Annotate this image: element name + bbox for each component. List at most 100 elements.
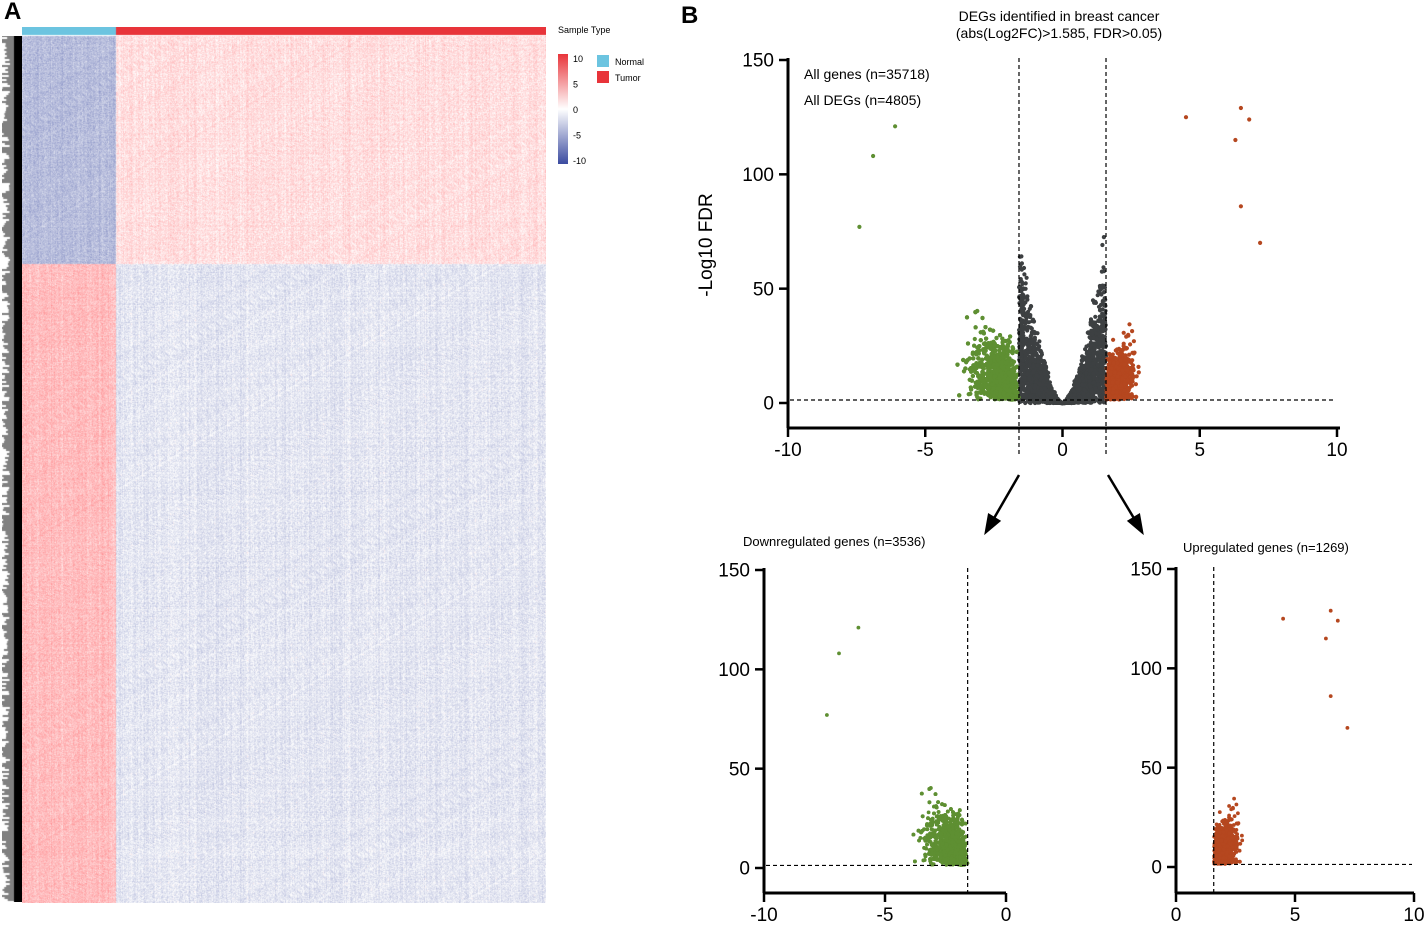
ns-point (1093, 326, 1098, 331)
ns-point (1023, 365, 1029, 370)
ns-point (1100, 242, 1105, 248)
ns-point (1100, 283, 1105, 288)
down-point (974, 390, 979, 395)
ns-point (1037, 339, 1042, 344)
ns-point (1099, 389, 1104, 394)
down-point (996, 357, 1001, 362)
ns-point (1023, 352, 1028, 357)
ns-point (1020, 300, 1025, 305)
down-point (992, 365, 998, 370)
ns-point (1044, 374, 1049, 379)
ns-point (1035, 363, 1040, 368)
ns-point (1031, 353, 1036, 358)
down-point (979, 360, 984, 365)
down-point (1004, 354, 1009, 359)
scale-tick-label: -10 (573, 156, 586, 166)
ns-point (1040, 363, 1045, 369)
ns-point (1077, 378, 1082, 383)
down-point (970, 373, 976, 379)
ns-point (1029, 341, 1034, 346)
down-point (983, 325, 988, 330)
down-point (981, 348, 986, 353)
ns-point (1100, 393, 1105, 398)
down-point (993, 348, 998, 353)
down-point (984, 353, 989, 358)
ns-point (1101, 265, 1106, 270)
down-point (985, 361, 991, 366)
ns-point (1030, 319, 1035, 324)
ns-point (1023, 318, 1028, 323)
ns-point (1085, 364, 1090, 369)
down-point (992, 374, 997, 379)
tumor-legend-label: Tumor (615, 73, 641, 83)
ns-point (1031, 347, 1036, 353)
down-point (1006, 338, 1011, 343)
down-point (961, 369, 967, 374)
down-point (992, 391, 997, 396)
ns-point (1101, 356, 1106, 361)
down-point (1014, 349, 1019, 354)
ns-point (1027, 377, 1032, 382)
ns-point (1019, 342, 1024, 347)
ns-point (1025, 294, 1030, 299)
ns-point (1098, 337, 1103, 342)
down-point (997, 394, 1003, 399)
down-point (973, 325, 978, 330)
ns-point (1100, 311, 1105, 316)
ns-point (1023, 281, 1028, 286)
down-point (969, 378, 974, 383)
ns-point (1023, 300, 1028, 305)
down-point (992, 341, 997, 346)
ns-point (1093, 386, 1098, 391)
ns-point (1089, 332, 1094, 337)
down-point (1002, 345, 1007, 350)
scale-tick-label: -5 (573, 131, 581, 141)
down-point (973, 310, 978, 315)
scale-tick-label: 10 (573, 54, 583, 64)
normal-legend-label: Normal (615, 57, 644, 67)
down-point (1003, 360, 1009, 366)
ns-point (1023, 356, 1028, 361)
ns-point (1017, 294, 1022, 299)
down-point (991, 328, 996, 333)
down-point (975, 395, 980, 400)
ns-point (1034, 373, 1039, 378)
down-point (1010, 350, 1015, 356)
expression-heatmap (22, 27, 546, 903)
ns-point (1020, 382, 1025, 387)
down-point (989, 382, 995, 387)
down-point (976, 380, 981, 385)
down-point (972, 336, 977, 342)
ns-point (1100, 361, 1105, 367)
ns-point (1096, 304, 1102, 309)
down-point (1014, 364, 1020, 369)
down-point (968, 385, 973, 390)
down-point (971, 356, 976, 361)
ns-point (1089, 328, 1094, 333)
panel-a-label: A (4, 0, 22, 25)
ns-point (1081, 391, 1086, 396)
down-point (976, 356, 981, 361)
ns-point (1042, 386, 1047, 391)
main-subtitle: (abs(Log2FC)>1.585, FDR>0.05) (956, 25, 1162, 41)
ns-point (1101, 269, 1107, 274)
ns-point (1092, 358, 1097, 363)
down-point (957, 393, 962, 398)
down-point (991, 386, 997, 391)
ns-point (1022, 272, 1027, 277)
ns-point (1093, 314, 1098, 319)
down-point (999, 371, 1004, 376)
down-point (977, 348, 982, 353)
ns-point (1047, 391, 1053, 396)
down-point (1008, 334, 1013, 339)
ns-point (1031, 337, 1036, 342)
ns-point (1039, 372, 1044, 378)
down-point (999, 364, 1005, 369)
scale-tick-label: 0 (573, 105, 578, 115)
down-point (1009, 384, 1015, 389)
ns-point (1019, 267, 1024, 272)
down-point (1004, 384, 1010, 389)
ns-point (1096, 382, 1101, 387)
